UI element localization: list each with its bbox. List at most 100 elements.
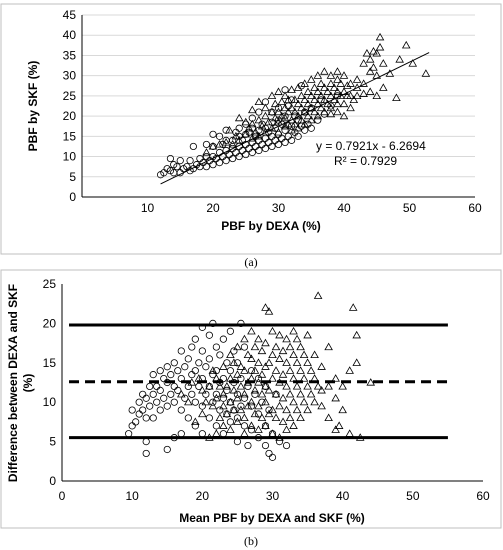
chart-a-triangle-point [365,67,375,75]
chart-b-circle-point [188,390,196,398]
chart-a-triangle-point [320,67,329,75]
chart-b-triangle-point [257,413,267,422]
chart-a-triangle-point [326,91,336,99]
chart-a-triangle-point [274,127,283,136]
chart-b-circle-point [135,398,143,406]
chart-b-circle-point [198,347,206,355]
chart-b-triangle-point [338,405,347,414]
chart-b-triangle-point [261,303,270,311]
chart-a-triangle-point [274,117,283,126]
chart-a-triangle-point [313,111,323,120]
chart-a-circle-point [281,138,289,146]
chart-a-triangle-point [421,69,431,77]
chart-a-triangle-point [310,95,319,104]
chart-b-circle-point [167,390,175,398]
chart-b-circle-point [156,367,164,375]
chart-a-triangle-point [257,121,267,130]
chart-b-circle-point [212,343,220,351]
chart-b-triangle-point [264,385,274,394]
chart-a-gridlines [82,14,475,178]
chart-a-x-tick-label: 20 [206,201,220,215]
chart-a-points [157,32,431,179]
chart-a-triangle-point [352,75,362,83]
chart-b-circle-point [205,355,213,363]
chart-a-triangle-point [313,71,323,79]
chart-a-triangle-point [375,42,385,51]
chart-a-triangle-point [346,91,355,99]
chart-a-triangle-point [346,103,355,112]
chart-a-triangle-point [369,46,378,55]
chart-b-triangle-point [306,389,316,398]
chart-b-triangle-point [261,397,270,406]
chart-a-triangle-point [290,107,300,116]
chart-b-triangle-point [299,374,309,382]
chart-a-triangle-point [310,83,319,91]
chart-a-triangle-point [297,115,306,124]
chart-b-circle-point [163,445,171,454]
chart-b-triangle-point [296,389,305,398]
chart-a-r-squared: R² = 0.7929 [334,154,397,168]
chart-a-circle-point [166,154,175,163]
chart-b-y-tick-labels: 0 5 10 15 20 25 [43,277,57,488]
chart-a-circle-point [235,152,243,161]
chart-a-triangle-point [349,95,359,104]
chart-b-circle-point [170,398,178,406]
chart-b-circle-point [156,386,164,394]
chart-b-circle-point [139,406,147,414]
chart-b-triangle-point [254,334,263,343]
chart-b-triangle-point [292,358,302,366]
chart-a-circle-point [281,112,289,120]
chart-b-triangle-point [331,374,340,382]
chart-a-triangle-point [248,105,257,114]
chart-b-circle-point [219,335,227,343]
chart-b-circle-point [202,390,210,398]
chart-b-triangle-point [222,382,232,390]
chart-b-circle-point [240,422,249,430]
chart-b-triangle-point [229,385,239,394]
chart-b-circle-point [216,406,224,414]
chart-b-x-tick-labels: 0 10 20 30 40 50 60 [59,489,490,503]
chart-a-triangle-point [300,79,309,87]
chart-a-triangle-point [320,95,329,104]
chart-b-circle-point [160,394,168,402]
chart-b-triangle-point [236,382,246,390]
chart-b-triangle-point [282,334,291,343]
chart-b-circle-point [142,449,150,458]
chart-a-triangle-point [379,59,388,67]
chart-b-circle-point [216,351,224,359]
chart-a-triangle-point [392,93,401,102]
chart-b-x-tick-label: 60 [476,489,490,503]
chart-a-triangle-point [326,71,336,79]
chart-b-triangle-point [233,417,242,426]
chart-a-triangle-point [254,115,264,124]
chart-b-triangle-point [271,342,281,351]
chart-b-y-tick-label: 20 [43,316,57,330]
chart-a-circle-point [222,157,230,165]
chart-a-circle-point [248,148,256,157]
chart-b-triangle-point [257,370,267,378]
chart-b-triangle-point [303,405,312,414]
chart-b-triangle-point [278,417,288,426]
chart-a-triangle-point [316,79,326,87]
chart-a-triangle-point [329,83,339,91]
chart-b-triangle-point [198,385,207,394]
chart-a-triangle-point [346,79,355,87]
chart-a-triangle-point [372,91,382,99]
chart-b-circle-point [195,359,203,367]
chart-b-triangle-point [201,397,211,406]
chart-b-triangle-point [229,358,239,366]
chart-b-triangle-point [261,362,270,370]
chart-b-triangle-point [299,350,309,359]
chart-b-triangle-point [268,350,277,359]
chart-a-y-tick-label: 35 [63,48,77,62]
chart-b-triangle-point [334,421,344,429]
chart-b-triangle-point [317,401,326,410]
chart-a-triangle-point [401,40,411,49]
chart-b-triangle-point [254,425,263,433]
chart-b-triangle-point [250,366,260,374]
chart-b: 0 5 10 15 20 25 0 10 20 30 40 50 60 Mean PBF by DEX… [0,269,502,529]
chart-b-triangle-point [285,342,295,351]
chart-a-triangle-point [359,89,368,97]
chart-b-triangle-point [240,334,249,343]
